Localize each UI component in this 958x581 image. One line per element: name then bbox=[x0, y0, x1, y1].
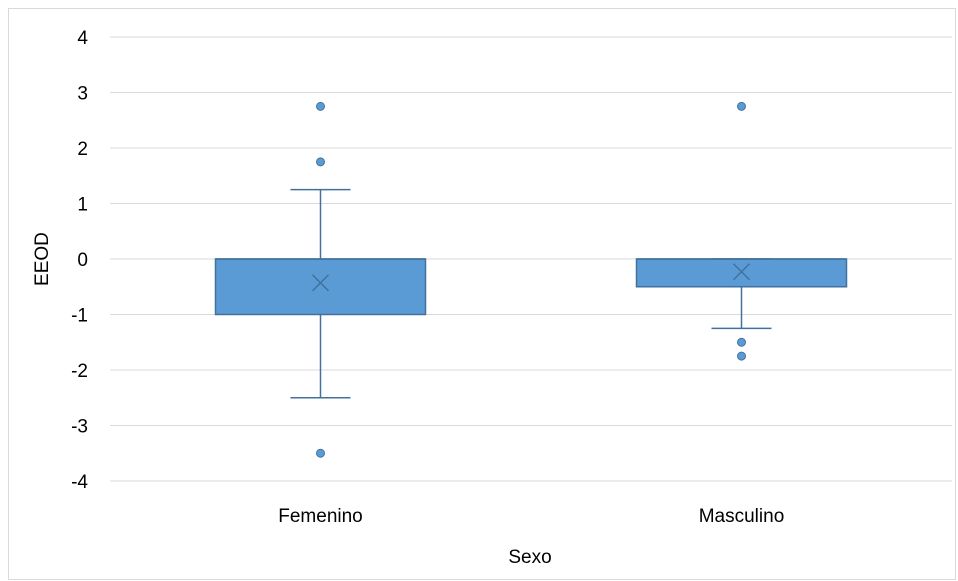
outlier-point bbox=[737, 337, 746, 347]
x-tick-label: Masculino bbox=[699, 506, 785, 527]
y-tick-label: -3 bbox=[71, 417, 88, 438]
gridlines bbox=[110, 36, 952, 482]
x-axis-tick-labels: Femenino Masculino bbox=[278, 506, 784, 527]
outlier-point bbox=[737, 351, 746, 361]
outlier-point bbox=[316, 157, 325, 167]
outlier-point bbox=[737, 101, 746, 111]
box-masculino bbox=[635, 101, 848, 361]
y-tick-label: 3 bbox=[77, 84, 88, 105]
outlier-point bbox=[316, 448, 325, 458]
mean-marker bbox=[732, 263, 751, 281]
x-axis-title: Sexo bbox=[508, 547, 551, 568]
y-axis-title: EEOD bbox=[32, 232, 53, 286]
iqr-box bbox=[635, 258, 848, 288]
y-tick-label: 4 bbox=[77, 28, 88, 49]
y-tick-label: 1 bbox=[77, 195, 88, 216]
x-tick-label: Femenino bbox=[278, 506, 363, 527]
y-tick-label: 2 bbox=[77, 139, 88, 160]
y-tick-label: -4 bbox=[71, 472, 88, 493]
outlier-point bbox=[316, 101, 325, 111]
y-tick-label: -1 bbox=[71, 306, 88, 327]
y-axis-tick-labels: 4 3 2 1 0 -1 -2 -3 -4 bbox=[71, 28, 88, 493]
y-tick-label: -2 bbox=[71, 361, 88, 382]
box-femenino bbox=[214, 101, 427, 458]
mean-marker bbox=[311, 274, 330, 292]
box-series bbox=[214, 101, 848, 458]
y-tick-label: 0 bbox=[77, 250, 88, 271]
chart-frame bbox=[8, 8, 956, 580]
iqr-box bbox=[214, 258, 427, 316]
